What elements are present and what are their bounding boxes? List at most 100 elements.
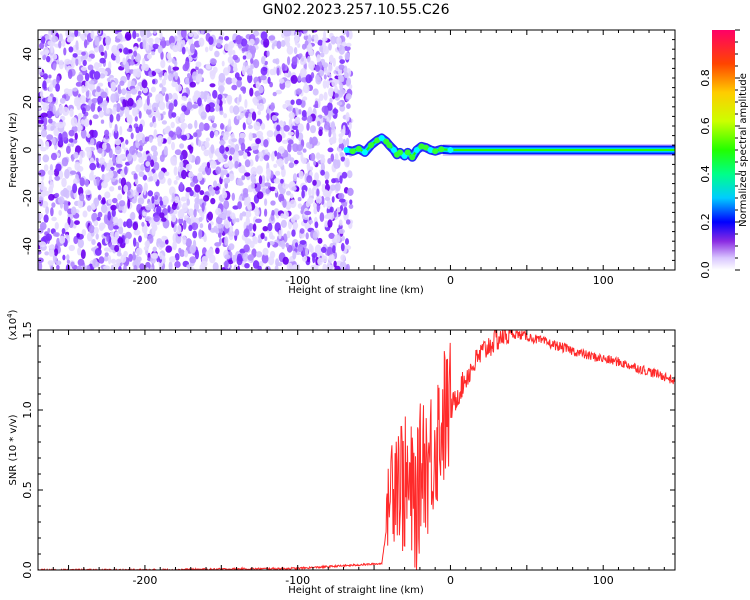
noise-cell (236, 256, 243, 266)
noise-cell (181, 105, 187, 112)
noise-cell (178, 217, 184, 225)
noise-cell (113, 225, 119, 230)
noise-cell (345, 137, 350, 147)
noise-cell (74, 220, 80, 226)
noise-cell (316, 188, 320, 197)
noise-cell (228, 173, 235, 182)
noise-cell (151, 102, 159, 112)
noise-cell (161, 235, 168, 241)
noise-cell (110, 264, 114, 270)
noise-cell (338, 76, 342, 86)
noise-cell (129, 61, 135, 66)
noise-cell (148, 175, 154, 182)
signal-ridge-point (413, 147, 420, 153)
noise-cell (57, 196, 65, 205)
noise-cell (324, 121, 331, 130)
noise-cell (127, 97, 134, 107)
noise-cell (133, 229, 141, 236)
noise-cell (326, 246, 333, 257)
noise-cell (307, 34, 312, 44)
noise-cell (274, 265, 279, 270)
noise-cell (257, 102, 265, 112)
noise-cell (86, 205, 92, 212)
noise-cell (189, 81, 196, 88)
noise-cell (293, 47, 298, 55)
noise-cell (232, 254, 237, 263)
noise-cell (263, 154, 270, 161)
noise-cell (264, 182, 271, 187)
noise-cell (224, 236, 229, 246)
noise-cell (98, 44, 104, 54)
noise-cell (272, 91, 277, 97)
noise-cell (320, 156, 326, 165)
noise-cell (173, 166, 178, 176)
noise-cell (239, 112, 245, 119)
noise-cell (313, 206, 318, 215)
noise-cell (302, 96, 308, 101)
noise-cell (145, 204, 152, 211)
noise-cell (247, 117, 252, 124)
noise-cell (50, 41, 56, 46)
noise-cell (80, 66, 87, 72)
noise-cell (227, 259, 234, 265)
noise-cell (115, 102, 121, 113)
noise-cell (204, 30, 212, 33)
noise-cell (98, 256, 105, 264)
noise-cell (326, 212, 331, 218)
noise-cell (103, 265, 110, 270)
noise-cell (112, 197, 118, 204)
noise-cell (330, 88, 334, 98)
noise-cell (260, 122, 266, 130)
noise-cell (39, 212, 44, 219)
noise-cell (151, 223, 157, 228)
noise-cell (257, 238, 262, 244)
noise-cell (185, 163, 193, 170)
noise-cell (171, 141, 175, 151)
noise-cell (348, 122, 352, 130)
noise-cell (178, 247, 182, 254)
noise-cell (242, 122, 246, 131)
noise-cell (340, 242, 345, 252)
noise-cell (98, 110, 104, 118)
noise-cell (43, 73, 48, 80)
noise-cell (175, 84, 182, 92)
noise-cell (280, 213, 285, 219)
noise-cell (189, 244, 196, 254)
noise-cell (319, 212, 325, 223)
noise-cell (329, 184, 336, 191)
noise-cell (262, 226, 269, 232)
colorbar-tick-label: 0.2 (699, 213, 712, 231)
noise-cell (317, 257, 323, 266)
noise-cell (347, 187, 354, 196)
noise-cell (54, 232, 60, 238)
noise-cell (270, 200, 276, 206)
noise-cell (250, 173, 256, 183)
noise-cell (70, 261, 75, 268)
noise-cell (112, 216, 119, 224)
noise-cell (77, 165, 84, 172)
noise-cell (135, 241, 140, 248)
noise-cell (343, 45, 351, 52)
noise-cell (189, 189, 194, 197)
noise-cell (312, 231, 318, 241)
noise-cell (164, 126, 171, 135)
spectrogram-ylabel: Frequency (Hz) (8, 112, 19, 188)
noise-cell (44, 251, 50, 256)
noise-cell (157, 135, 164, 145)
noise-cell (48, 174, 53, 182)
noise-cell (260, 75, 267, 81)
noise-cell (310, 125, 316, 134)
noise-cell (49, 181, 54, 190)
noise-cell (39, 241, 47, 248)
noise-cell (63, 47, 67, 56)
noise-cell (203, 90, 209, 96)
noise-cell (171, 192, 175, 203)
noise-cell (123, 184, 129, 193)
noise-cell (348, 204, 354, 209)
noise-cell (45, 233, 52, 241)
noise-cell (161, 120, 167, 125)
noise-cell (56, 264, 60, 270)
noise-cell (197, 97, 202, 107)
noise-cell (306, 175, 313, 184)
noise-cell (346, 103, 351, 109)
